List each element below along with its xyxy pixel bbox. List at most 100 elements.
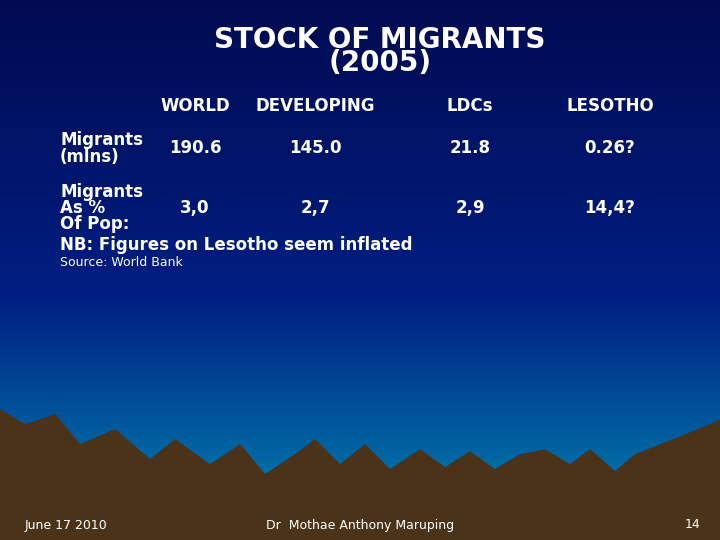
Bar: [0, 273, 720, 275]
Bar: [0, 57, 720, 59]
Bar: [0, 235, 720, 238]
Bar: [0, 135, 720, 138]
Bar: [0, 535, 720, 537]
Bar: [0, 302, 720, 305]
Bar: [0, 289, 720, 292]
Text: 3,0: 3,0: [180, 199, 210, 217]
Bar: [0, 351, 720, 354]
Bar: [0, 5, 720, 8]
Bar: [0, 502, 720, 505]
Bar: [0, 443, 720, 445]
Bar: [0, 375, 720, 378]
Text: 190.6: 190.6: [168, 139, 221, 157]
Bar: [0, 313, 720, 316]
Bar: [0, 346, 720, 348]
Bar: [0, 427, 720, 429]
Bar: [0, 11, 720, 14]
Bar: [0, 526, 720, 529]
Text: Of Pop:: Of Pop:: [60, 215, 130, 233]
Bar: [0, 319, 720, 321]
Bar: [0, 124, 720, 127]
Text: LDCs: LDCs: [446, 97, 493, 115]
Bar: [0, 394, 720, 397]
Bar: [0, 521, 720, 524]
Bar: [0, 8, 720, 11]
Bar: [0, 478, 720, 481]
Bar: [0, 367, 720, 370]
Bar: [0, 532, 720, 535]
Bar: [0, 81, 720, 84]
Bar: [0, 518, 720, 521]
Bar: [0, 97, 720, 100]
Bar: [0, 230, 720, 232]
Bar: [0, 127, 720, 130]
Bar: [0, 321, 720, 324]
Bar: [0, 305, 720, 308]
Bar: [0, 259, 720, 262]
Text: June 17 2010: June 17 2010: [25, 518, 108, 531]
Bar: [0, 508, 720, 510]
Bar: [0, 54, 720, 57]
Bar: [0, 516, 720, 518]
Bar: [0, 435, 720, 437]
Bar: [0, 94, 720, 97]
Bar: [0, 267, 720, 270]
Bar: [0, 197, 720, 200]
Bar: [0, 248, 720, 251]
Bar: [0, 219, 720, 221]
Bar: [0, 256, 720, 259]
Bar: [0, 278, 720, 281]
Bar: [0, 46, 720, 49]
Bar: [0, 30, 720, 32]
Bar: [0, 335, 720, 338]
Bar: [0, 405, 720, 408]
Bar: [0, 497, 720, 500]
Text: 2,7: 2,7: [300, 199, 330, 217]
Bar: [0, 381, 720, 383]
Bar: [0, 140, 720, 143]
Bar: [0, 27, 720, 30]
Bar: [0, 378, 720, 381]
Bar: [0, 464, 720, 467]
Text: WORLD: WORLD: [160, 97, 230, 115]
Bar: [0, 89, 720, 92]
Bar: [0, 246, 720, 248]
Bar: [0, 437, 720, 440]
Text: NB: Figures on Lesotho seem inflated: NB: Figures on Lesotho seem inflated: [60, 236, 413, 254]
Bar: [0, 494, 720, 497]
Bar: [0, 103, 720, 105]
Bar: [0, 362, 720, 364]
Bar: [0, 211, 720, 213]
Text: Source: World Bank: Source: World Bank: [60, 255, 183, 268]
Bar: [0, 68, 720, 70]
Bar: [0, 483, 720, 486]
Bar: [0, 192, 720, 194]
Bar: [0, 194, 720, 197]
Bar: [0, 143, 720, 146]
Bar: [0, 224, 720, 227]
Text: LESOTHO: LESOTHO: [566, 97, 654, 115]
Bar: [0, 3, 720, 5]
Bar: [0, 408, 720, 410]
Bar: [0, 416, 720, 418]
Bar: [0, 78, 720, 81]
Text: 145.0: 145.0: [289, 139, 341, 157]
Bar: [0, 432, 720, 435]
Bar: [0, 105, 720, 108]
Bar: [0, 176, 720, 178]
Bar: [0, 232, 720, 235]
Bar: [0, 184, 720, 186]
Bar: [0, 0, 720, 3]
Bar: [0, 170, 720, 173]
Bar: [0, 373, 720, 375]
Bar: [0, 397, 720, 400]
Bar: [0, 284, 720, 286]
Bar: [0, 481, 720, 483]
Bar: [0, 159, 720, 162]
Bar: [0, 537, 720, 540]
Bar: [0, 216, 720, 219]
Bar: [0, 456, 720, 459]
Bar: [0, 451, 720, 454]
Bar: [0, 154, 720, 157]
Text: 2,9: 2,9: [455, 199, 485, 217]
